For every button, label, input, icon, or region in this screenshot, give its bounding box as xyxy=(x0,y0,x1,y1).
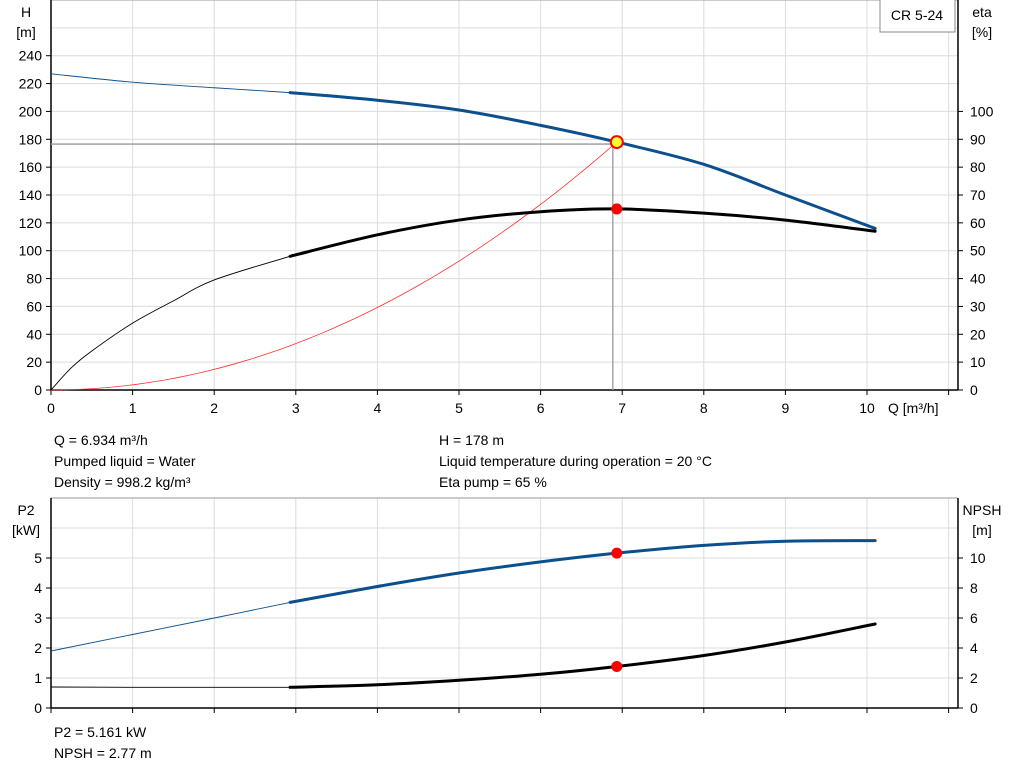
y-tick-label-left: 0 xyxy=(34,700,42,716)
head-curve-thick xyxy=(288,91,877,230)
info-liquid: Pumped liquid = Water xyxy=(54,453,196,469)
y-tick-label-left: 20 xyxy=(26,354,42,370)
y-tick-label-left: 100 xyxy=(19,243,43,259)
y-tick-label-left: 40 xyxy=(26,326,42,342)
y-tick-label-right: 100 xyxy=(970,103,994,119)
y-tick-label-right: 40 xyxy=(970,271,986,287)
x-tick-label: 5 xyxy=(455,400,463,416)
y-tick-label-right: 80 xyxy=(970,159,986,175)
y-tick-label-right: 90 xyxy=(970,131,986,147)
head-duty-point xyxy=(609,135,624,150)
y-tick-label-right: 10 xyxy=(970,550,986,566)
y-tick-label-left: 200 xyxy=(19,103,43,119)
info-p2: P2 = 5.161 kW xyxy=(54,724,147,740)
x-tick-label: 9 xyxy=(782,400,790,416)
y-axis-unit-right: [m] xyxy=(972,522,991,538)
system-curve xyxy=(50,141,618,391)
y-tick-label-right: 20 xyxy=(970,326,986,342)
y-tick-label-right: 0 xyxy=(970,382,978,398)
x-tick-label: 10 xyxy=(859,400,875,416)
x-tick-label: 2 xyxy=(210,400,218,416)
p2-curve-thin xyxy=(50,601,291,652)
y-tick-label-left: 120 xyxy=(19,215,43,231)
y-tick-label-left: 240 xyxy=(19,48,43,64)
y-tick-label-right: 10 xyxy=(970,354,986,370)
y-tick-label-right: 4 xyxy=(970,640,978,656)
x-axis-title: Q [m³/h] xyxy=(888,400,939,416)
info-eta: Eta pump = 65 % xyxy=(439,474,547,490)
y-tick-label-left: 4 xyxy=(34,580,42,596)
y-tick-label-left: 220 xyxy=(19,76,43,92)
y-tick-label-left: 80 xyxy=(26,271,42,287)
y-tick-label-left: 0 xyxy=(34,382,42,398)
y-tick-label-right: 0 xyxy=(970,700,978,716)
y-axis-unit-left: [kW] xyxy=(12,522,40,538)
y-tick-label-right: 70 xyxy=(970,187,986,203)
y-tick-label-left: 180 xyxy=(19,131,43,147)
x-tick-label: 8 xyxy=(700,400,708,416)
y-tick-label-right: 60 xyxy=(970,215,986,231)
x-tick-label: 1 xyxy=(129,400,137,416)
info-bottom: P2 = 5.161 kW NPSH = 2.77 m xyxy=(54,722,152,764)
y-axis-title-right: eta xyxy=(972,4,992,20)
y-axis-title-right: NPSH xyxy=(963,502,1002,518)
y-tick-label-left: 3 xyxy=(34,610,42,626)
eta-curve-thin xyxy=(50,255,291,391)
y-tick-label-right: 6 xyxy=(970,610,978,626)
y-tick-label-right: 50 xyxy=(970,243,986,259)
legend-label: CR 5-24 xyxy=(891,7,943,23)
y-tick-label-left: 1 xyxy=(34,670,42,686)
y-tick-label-left: 140 xyxy=(19,187,43,203)
info-h: H = 178 m xyxy=(439,432,504,448)
eta-duty-point xyxy=(611,203,623,215)
info-npsh: NPSH = 2.77 m xyxy=(54,745,152,761)
info-right: H = 178 m Liquid temperature during oper… xyxy=(439,430,712,493)
y-axis-title-left: P2 xyxy=(17,502,34,518)
y-tick-label-right: 8 xyxy=(970,580,978,596)
npsh-duty-point xyxy=(611,660,623,672)
y-tick-label-left: 5 xyxy=(34,550,42,566)
x-tick-label: 6 xyxy=(537,400,545,416)
info-q: Q = 6.934 m³/h xyxy=(54,432,148,448)
p2-duty-point xyxy=(611,547,623,559)
p2-curve-thick xyxy=(288,539,877,604)
y-axis-unit-right: [%] xyxy=(972,24,992,40)
eta-curve-thick xyxy=(288,207,877,258)
info-temp: Liquid temperature during operation = 20… xyxy=(439,453,712,469)
y-axis-title-left: H xyxy=(21,4,31,20)
x-tick-label: 4 xyxy=(374,400,382,416)
y-tick-label-left: 160 xyxy=(19,159,43,175)
y-axis-unit-left: [m] xyxy=(16,24,35,40)
npsh-curve-thick xyxy=(288,622,877,689)
y-tick-label-right: 2 xyxy=(970,670,978,686)
legend-box xyxy=(879,0,956,33)
x-tick-label: 3 xyxy=(292,400,300,416)
y-tick-label-left: 60 xyxy=(26,298,42,314)
x-tick-label: 7 xyxy=(618,400,626,416)
head-curve-thin xyxy=(50,73,291,94)
y-tick-label-right: 30 xyxy=(970,298,986,314)
x-tick-label: 0 xyxy=(47,400,55,416)
y-tick-label-left: 2 xyxy=(34,640,42,656)
info-density: Density = 998.2 kg/m³ xyxy=(54,474,191,490)
info-left: Q = 6.934 m³/h Pumped liquid = Water Den… xyxy=(54,430,196,493)
